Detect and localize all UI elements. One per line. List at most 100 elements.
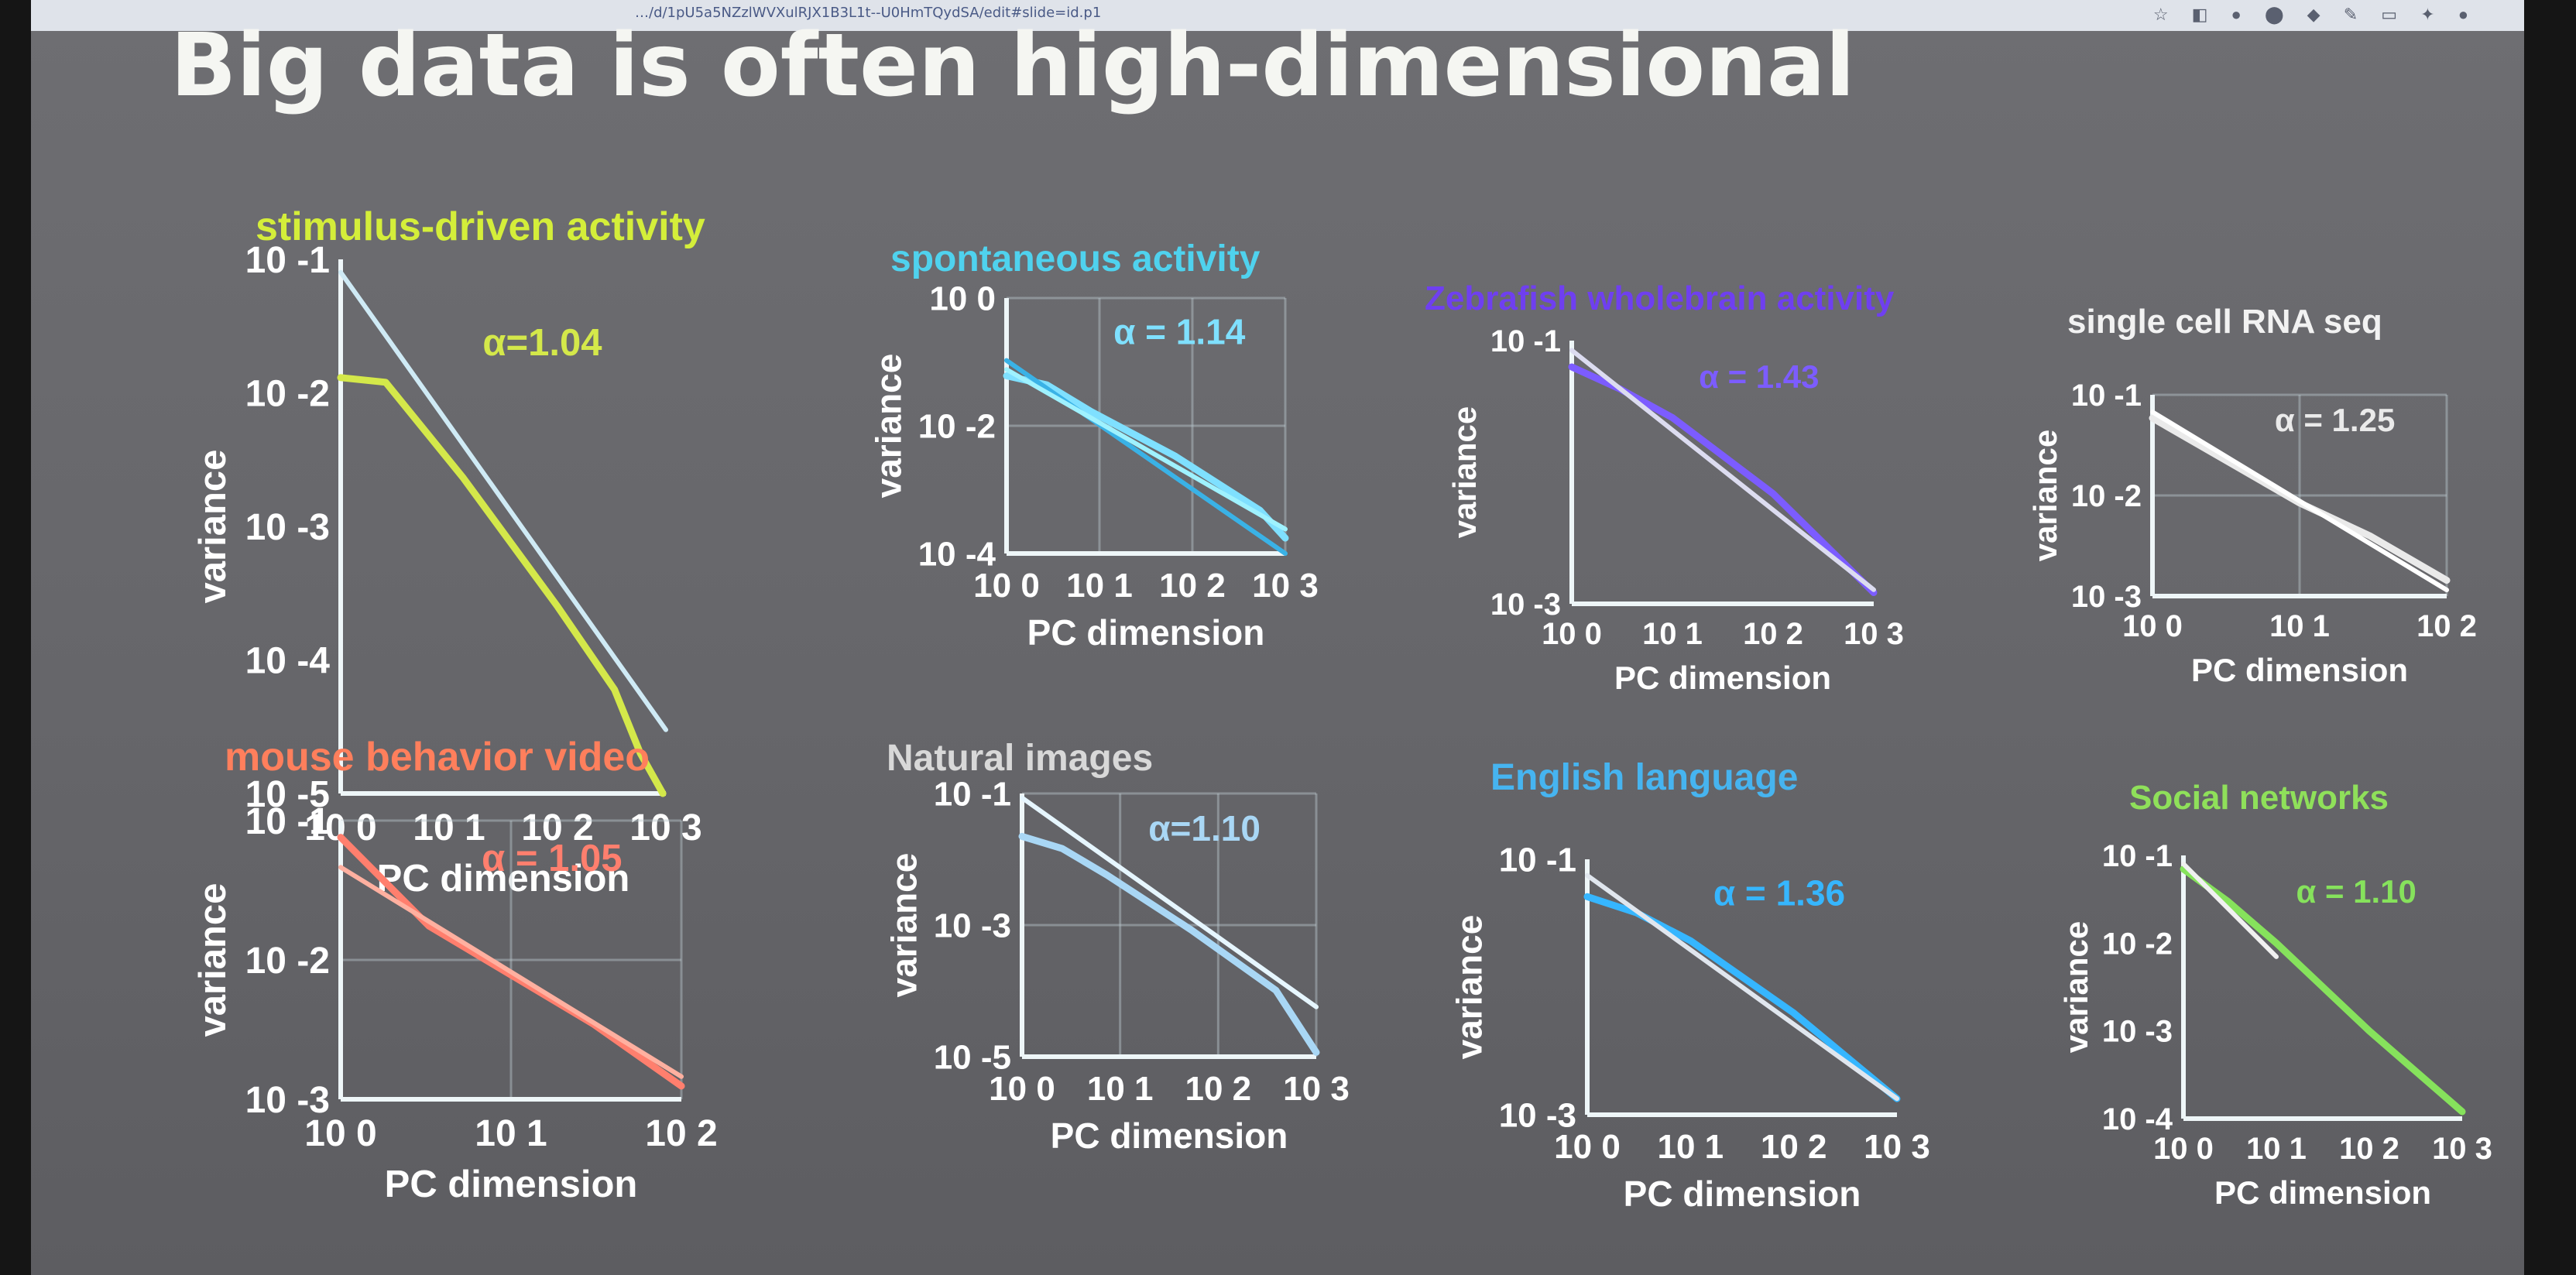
x-tick-label: 10 1 (2269, 609, 2330, 643)
x-tick-label: 10 2 (1185, 1070, 1252, 1108)
series-line (1004, 367, 1288, 532)
chart-title: single cell RNA seq (2067, 303, 2382, 341)
x-axis-label: PC dimension (1624, 1174, 1861, 1214)
alpha-annotation: α = 1.05 (482, 838, 622, 879)
x-axis-label: PC dimension (1027, 612, 1265, 653)
series-line (2150, 410, 2449, 593)
x-axis-label: PC dimension (2191, 652, 2408, 688)
toolbar-icons[interactable]: ☆ ◧ ● ⬤ ◆ ✎ ▭ ✦ ● (2152, 5, 2478, 24)
x-tick-label: 10 3 (1844, 617, 1904, 651)
x-tick-label: 10 3 (629, 807, 701, 848)
alpha-annotation: α = 1.14 (1113, 311, 1246, 351)
chart-title: English language (1490, 757, 1798, 798)
x-tick-label: 10 2 (645, 1113, 717, 1154)
y-tick-label: 10 -2 (245, 941, 330, 982)
y-tick-label: 10 -5 (934, 1038, 1011, 1076)
x-tick-label: 10 3 (2432, 1132, 2492, 1166)
chart-panel: single cell RNA seq 10 0 10 1 10 2 10 -1 10 -… (2027, 303, 2477, 688)
series-line (1569, 348, 1876, 592)
series-line (1018, 832, 1320, 1056)
x-tick-label: 10 2 (2339, 1132, 2399, 1166)
chart-panel: Natural images 10 0 10 1 10 2 10 3 10 -1 10 -3… (884, 738, 1350, 1156)
series-line (1568, 363, 1878, 596)
chart-panel: English language 10 0 10 1 10 2 10 3 10 -1 10 … (1449, 757, 1930, 1214)
y-tick-label: 10 -3 (2102, 1015, 2173, 1049)
y-tick-label: 10 -1 (245, 801, 330, 842)
x-tick-label: 10 3 (1864, 1128, 1930, 1166)
y-axis-label: variance (2058, 921, 2094, 1053)
y-tick-label: 10 -3 (1490, 588, 1561, 622)
x-axis-label: PC dimension (1614, 660, 1831, 696)
y-tick-label: 10 -5 (245, 774, 330, 815)
alpha-annotation: α = 1.10 (2296, 873, 2416, 910)
alpha-annotation: α=1.10 (1148, 808, 1261, 848)
y-axis-label: variance (192, 883, 234, 1037)
y-tick-label: 10 -1 (2102, 839, 2173, 873)
x-axis-label: PC dimension (2214, 1174, 2431, 1211)
x-tick-label: 10 0 (304, 1113, 376, 1154)
x-axis-label: PC dimension (377, 858, 630, 900)
x-tick-label: 10 0 (973, 567, 1040, 605)
series-line (1585, 872, 1899, 1102)
series-line (2181, 862, 2279, 959)
x-tick-label: 10 2 (521, 807, 593, 848)
address-bar-url[interactable]: …/d/1pU5a5NZzlWVXulRJX1B3L1t--U0HmTQydSA… (635, 5, 1102, 21)
y-axis-label: variance (869, 354, 909, 499)
y-axis-label: variance (884, 853, 924, 998)
series-line (1020, 795, 1319, 1009)
y-tick-label: 10 -3 (934, 907, 1011, 944)
alpha-annotation: α = 1.43 (1699, 358, 1819, 395)
series-line (338, 269, 668, 732)
x-tick-label: 10 2 (1743, 617, 1803, 651)
alpha-annotation: α = 1.36 (1713, 872, 1845, 913)
x-tick-label: 10 1 (1642, 617, 1703, 651)
x-tick-label: 10 1 (413, 807, 485, 848)
y-tick-label: 10 -2 (245, 373, 330, 414)
series-line (1004, 358, 1288, 556)
x-tick-label: 10 2 (1761, 1128, 1827, 1166)
presentation-slide: …/d/1pU5a5NZzlWVXulRJX1B3L1t--U0HmTQydSA… (31, 0, 2524, 1275)
y-tick-label: 10 -1 (245, 240, 330, 281)
y-tick-label: 10 -3 (245, 1080, 330, 1121)
y-tick-label: 10 -1 (1499, 841, 1576, 879)
x-tick-label: 10 0 (989, 1070, 1055, 1108)
y-tick-label: 10 -2 (2071, 479, 2142, 513)
y-axis-label: variance (1446, 406, 1483, 538)
y-tick-label: 10 -3 (2071, 580, 2142, 614)
chart-title: mouse behavior video (225, 735, 650, 780)
series-line (1583, 893, 1901, 1102)
alpha-annotation: α=1.04 (482, 322, 602, 364)
y-axis-label: variance (192, 450, 234, 604)
x-tick-label: 10 1 (1087, 1070, 1154, 1108)
chart-panel: Social networks 10 0 10 1 10 2 10 3 10 -1 10 -… (2058, 779, 2492, 1211)
chart-title: stimulus-driven activity (256, 204, 705, 249)
chart-title: Zebrafish wholebrain activity (1425, 279, 1895, 317)
x-axis-label: PC dimension (1051, 1116, 1288, 1156)
x-tick-label: 10 1 (1658, 1128, 1724, 1166)
x-axis-label: PC dimension (385, 1164, 638, 1205)
x-tick-label: 10 0 (2122, 609, 2183, 643)
y-tick-label: 10 -2 (2102, 927, 2173, 961)
x-tick-label: 10 2 (1159, 567, 1226, 605)
y-tick-label: 10 -3 (1499, 1096, 1576, 1134)
y-tick-label: 10 0 (929, 279, 996, 317)
x-tick-label: 10 1 (475, 1113, 547, 1154)
x-tick-label: 10 1 (2246, 1132, 2307, 1166)
slide-title: Big data is often high-dimensional (170, 15, 1855, 116)
y-axis-label: variance (2027, 430, 2063, 561)
alpha-annotation: α = 1.25 (2275, 402, 2395, 438)
series-line (337, 374, 667, 797)
x-tick-label: 10 3 (1283, 1070, 1350, 1108)
y-tick-label: 10 -1 (934, 775, 1011, 813)
y-tick-label: 10 -4 (2102, 1102, 2173, 1136)
series-line (338, 865, 684, 1079)
y-tick-label: 10 -4 (245, 640, 331, 681)
x-tick-label: 10 0 (1542, 617, 1602, 651)
chart-title: Natural images (887, 738, 1153, 779)
chart-panel: Zebrafish wholebrain activity 10 0 10 1 10 … (1425, 279, 1904, 696)
x-tick-label: 10 0 (2153, 1132, 2214, 1166)
